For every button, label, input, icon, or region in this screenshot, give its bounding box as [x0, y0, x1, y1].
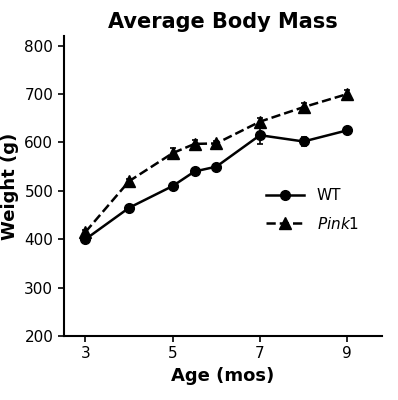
- Y-axis label: Weight (g): Weight (g): [1, 132, 19, 240]
- Legend: WT, $\bf{\it{Pink1}}$: WT, $\bf{\it{Pink1}}$: [260, 182, 365, 238]
- Title: Average Body Mass: Average Body Mass: [108, 12, 338, 32]
- X-axis label: Age (mos): Age (mos): [171, 367, 275, 385]
